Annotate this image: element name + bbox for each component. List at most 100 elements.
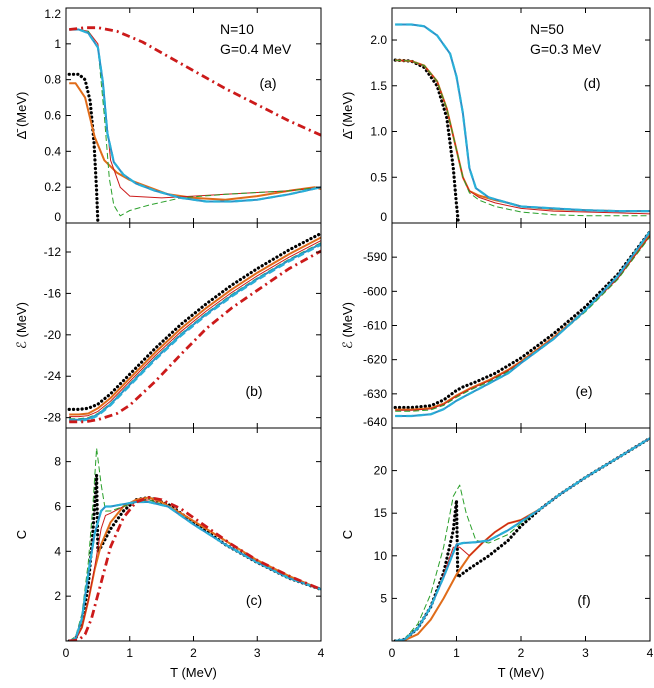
panel-label: (a) bbox=[259, 75, 276, 91]
y-tick-label: -640 bbox=[363, 415, 387, 429]
y-tick-label: -630 bbox=[363, 387, 387, 401]
series-line-6 bbox=[395, 437, 650, 641]
y-tick-label: 20 bbox=[374, 464, 388, 478]
series-line-6 bbox=[395, 23, 650, 213]
series-line-7 bbox=[69, 26, 321, 137]
y-tick-label: 0 bbox=[380, 210, 387, 224]
plot-frame bbox=[65, 427, 322, 642]
series-line-6 bbox=[69, 243, 321, 422]
y-tick-label: 2.0 bbox=[370, 33, 387, 47]
series-line-4 bbox=[69, 242, 321, 420]
series-line-5 bbox=[395, 230, 650, 417]
y-tick-label: 1 bbox=[54, 37, 61, 51]
series-group bbox=[67, 26, 321, 223]
x-tick-label: 4 bbox=[647, 646, 654, 660]
panel-b: -28 -24 -20 -16 -12 ℰ (MeV) (b) bbox=[14, 222, 322, 429]
y-tick-label: 1.2 bbox=[44, 7, 61, 21]
series-line-2 bbox=[69, 236, 321, 416]
series-group bbox=[67, 231, 321, 424]
plot-frame bbox=[391, 7, 651, 224]
x-tick-label: 4 bbox=[318, 646, 325, 660]
y-tick-label: 0.5 bbox=[370, 170, 387, 184]
panel-label: (b) bbox=[245, 383, 262, 399]
y-tick-label: 6 bbox=[54, 499, 61, 513]
series-line-2 bbox=[395, 437, 650, 641]
y-axis-label: Δ̄ (MeV) bbox=[340, 92, 355, 140]
series-line-1 bbox=[67, 72, 100, 223]
panel-label: (f) bbox=[577, 592, 590, 608]
series-line-4 bbox=[69, 29, 321, 217]
annotation-text: N=10 bbox=[220, 21, 254, 37]
y-tick-label: 0.8 bbox=[44, 73, 61, 87]
y-tick-label: -590 bbox=[363, 250, 387, 264]
y-tick-label: -16 bbox=[44, 286, 62, 300]
panel-label: (d) bbox=[583, 75, 600, 91]
annotation-text: N=50 bbox=[530, 21, 564, 37]
x-tick-label: 3 bbox=[582, 646, 589, 660]
y-tick-label: -600 bbox=[363, 284, 387, 298]
series-group bbox=[393, 229, 650, 418]
panel-label: (e) bbox=[575, 383, 592, 399]
series-line-1 bbox=[393, 58, 460, 223]
series-line-3 bbox=[395, 437, 650, 641]
plot-frame bbox=[391, 427, 651, 642]
y-tick-label: 0.4 bbox=[44, 144, 61, 158]
series-line-5 bbox=[395, 23, 650, 213]
panel-f: 0 1 2 3 4 5 10 15 20 C T (MeV) (f) bbox=[340, 427, 654, 680]
series-line-1 bbox=[393, 229, 650, 410]
series-line-2 bbox=[395, 234, 650, 411]
panel-a: 0 0.2 0.4 0.6 0.8 1 1.2 Δ̄ (MeV) N=10 G=0.4 MeV (a… bbox=[14, 7, 322, 224]
series-group bbox=[393, 436, 650, 641]
series-line-4 bbox=[395, 236, 650, 412]
annotation-text: G=0.4 MeV bbox=[220, 41, 292, 57]
series-group bbox=[393, 23, 650, 223]
series-line-5 bbox=[395, 437, 650, 641]
y-tick-label: -28 bbox=[44, 411, 62, 425]
panel-c: 0 1 2 3 4 2 4 6 8 C T (MeV) (c) bbox=[14, 427, 325, 680]
annotation-text: G=0.3 MeV bbox=[530, 41, 602, 57]
y-tick-label: -610 bbox=[363, 319, 387, 333]
y-axis-label: ℰ (MeV) bbox=[14, 302, 29, 349]
y-tick-label: -24 bbox=[44, 369, 62, 383]
x-tick-label: 1 bbox=[453, 646, 460, 660]
series-line-7 bbox=[69, 496, 321, 641]
x-axis-label: T (MeV) bbox=[498, 665, 545, 680]
series-line-6 bbox=[395, 230, 650, 418]
y-tick-label: 1.0 bbox=[370, 125, 387, 139]
y-tick-label: 0 bbox=[54, 210, 61, 224]
series-line-2 bbox=[69, 82, 321, 201]
series-line-2 bbox=[68, 496, 321, 641]
panel-label: (c) bbox=[246, 592, 262, 608]
y-tick-label: 0.2 bbox=[44, 180, 61, 194]
x-tick-label: 0 bbox=[63, 646, 70, 660]
series-line-5 bbox=[69, 242, 321, 421]
y-tick-label: 15 bbox=[374, 506, 388, 520]
x-tick-label: 3 bbox=[254, 646, 261, 660]
y-axis-label: C bbox=[14, 530, 29, 539]
series-line-4 bbox=[68, 447, 321, 641]
x-tick-label: 2 bbox=[518, 646, 525, 660]
y-tick-label: 0.6 bbox=[44, 109, 61, 123]
x-axis-label: T (MeV) bbox=[170, 665, 217, 680]
x-tick-label: 1 bbox=[126, 646, 133, 660]
y-tick-label: -620 bbox=[363, 353, 387, 367]
series-line-3 bbox=[395, 235, 650, 411]
panel-e: -640 -630 -620 -610 -600 -590 ℰ (MeV) (e) bbox=[340, 222, 651, 429]
y-tick-label: 8 bbox=[54, 455, 61, 469]
y-tick-label: 4 bbox=[54, 544, 61, 558]
series-line-4 bbox=[395, 437, 650, 641]
series-line-4 bbox=[395, 59, 650, 217]
series-line-1 bbox=[393, 436, 650, 641]
y-tick-label: 10 bbox=[374, 549, 388, 563]
y-axis-label: C bbox=[340, 530, 355, 539]
series-line-3 bbox=[69, 240, 321, 418]
plot-frame bbox=[391, 222, 651, 429]
series-line-3 bbox=[395, 59, 650, 215]
series-line-6 bbox=[69, 28, 321, 203]
x-tick-label: 2 bbox=[190, 646, 197, 660]
series-line-6 bbox=[68, 500, 321, 641]
y-axis-label: Δ̄ (MeV) bbox=[14, 92, 29, 140]
y-axis-label: ℰ (MeV) bbox=[340, 302, 355, 349]
y-tick-label: 2 bbox=[54, 589, 61, 603]
